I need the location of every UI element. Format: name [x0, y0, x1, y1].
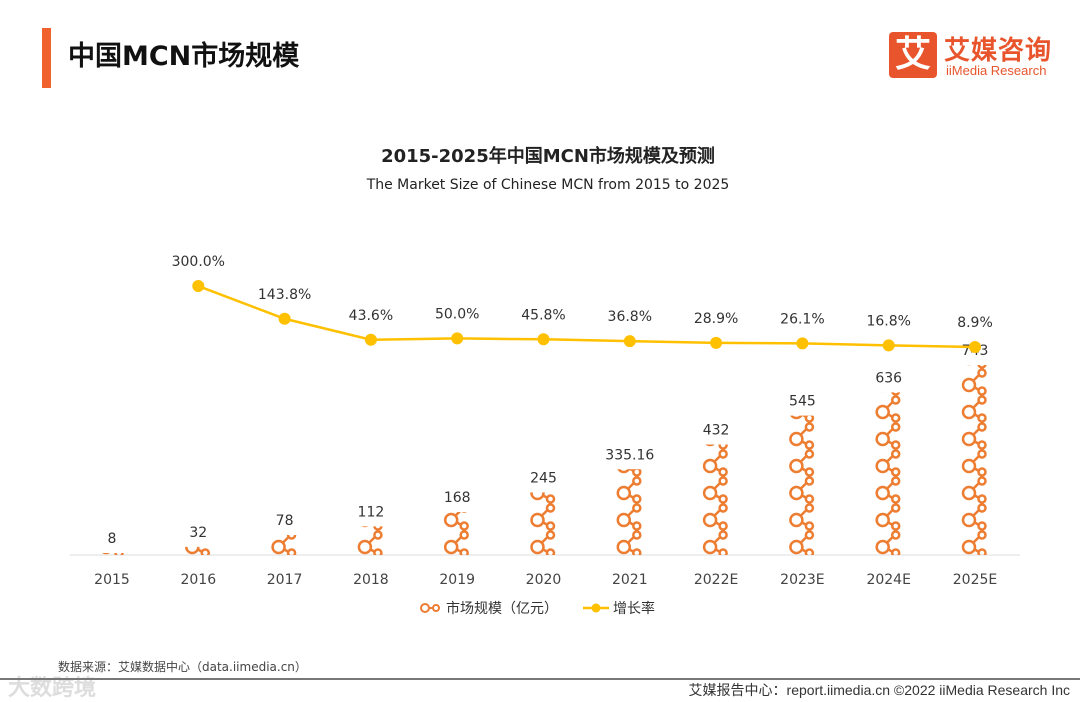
bar: [443, 512, 469, 555]
bar: [357, 526, 383, 556]
x-tick-label: 2025E: [953, 572, 997, 588]
bar: [875, 392, 901, 556]
legend-bar: [420, 603, 440, 613]
growth-point: [710, 336, 723, 349]
x-tick-label: 2024E: [866, 572, 910, 588]
legend-line-label: 增长率: [613, 600, 655, 617]
bar: [789, 415, 815, 555]
bar-value-label: 168: [444, 490, 471, 506]
bar-value-label: 432: [703, 423, 730, 439]
bar-value-label: 545: [789, 394, 816, 410]
x-tick-label: 2017: [267, 572, 303, 588]
bar: [101, 552, 124, 555]
growth-point: [537, 333, 550, 346]
footer-report: 艾媒报告中心：report.iimedia.cn ©2022 iiMedia R…: [688, 682, 1070, 698]
growth-point: [796, 337, 809, 350]
bar: [702, 444, 728, 555]
growth-label: 28.9%: [694, 311, 738, 327]
bar-value-label: 78: [276, 513, 294, 529]
logo-cn: 艾媒咨询: [944, 36, 1053, 66]
x-tick-label: 2019: [439, 572, 475, 588]
growth-point: [623, 335, 636, 348]
chart-title: 2015-2025年中国MCN市场规模及预测: [381, 146, 715, 167]
bar-value-label: 636: [875, 370, 902, 386]
page-title: 中国MCN市场规模: [68, 41, 300, 72]
growth-label: 300.0%: [172, 254, 225, 270]
growth-point: [969, 341, 981, 354]
title-accent-bar: [42, 28, 51, 88]
legend-bar-label: 市场规模（亿元）: [446, 600, 558, 617]
growth-point: [364, 333, 377, 346]
x-tick-label: 2020: [526, 572, 562, 588]
footer-divider: [0, 678, 1080, 680]
bar: [616, 469, 642, 556]
chart-subtitle: The Market Size of Chinese MCN from 2015…: [366, 177, 730, 193]
growth-label: 26.1%: [780, 311, 824, 327]
bar-value-label: 335.16: [605, 447, 654, 463]
growth-label: 36.8%: [608, 309, 652, 325]
x-tick-label: 2023E: [780, 572, 824, 588]
bar-value-label: 245: [530, 470, 557, 486]
bar-value-label: 112: [358, 504, 385, 520]
growth-line: [197, 284, 976, 349]
x-tick-label: 2015: [94, 572, 130, 588]
bar-value-label: 8: [108, 531, 117, 547]
x-tick-label: 2016: [180, 572, 216, 588]
x-tick-label: 2022E: [694, 572, 738, 588]
growth-label: 16.8%: [866, 313, 910, 329]
x-tick-label: 2021: [612, 572, 648, 588]
bar: [530, 492, 556, 555]
legend-line: [583, 603, 609, 613]
growth-label: 45.8%: [521, 307, 565, 323]
bar-value-label: 32: [189, 525, 207, 541]
growth-label: 50.0%: [435, 306, 479, 322]
growth-label: 43.6%: [349, 308, 393, 324]
growth-point: [451, 332, 464, 345]
source-note: 数据来源：艾媒数据中心（data.iimedia.cn）: [58, 660, 307, 674]
growth-point: [882, 339, 895, 352]
growth-point: [278, 312, 291, 325]
bar: [271, 535, 297, 555]
growth-label: 143.8%: [258, 287, 311, 303]
growth-label: 8.9%: [957, 315, 993, 331]
bar: [185, 546, 211, 555]
chart: 2015 8 2016 32 2017 78 2018 112 2019 168 2020 245 20…: [70, 254, 1020, 617]
logo-en: iiMedia Research: [946, 63, 1047, 78]
watermark: 大数跨境: [8, 676, 97, 701]
logo-mark: 艾: [889, 32, 937, 78]
growth-point: [192, 280, 205, 293]
x-tick-label: 2018: [353, 572, 389, 588]
bar: [961, 365, 987, 555]
